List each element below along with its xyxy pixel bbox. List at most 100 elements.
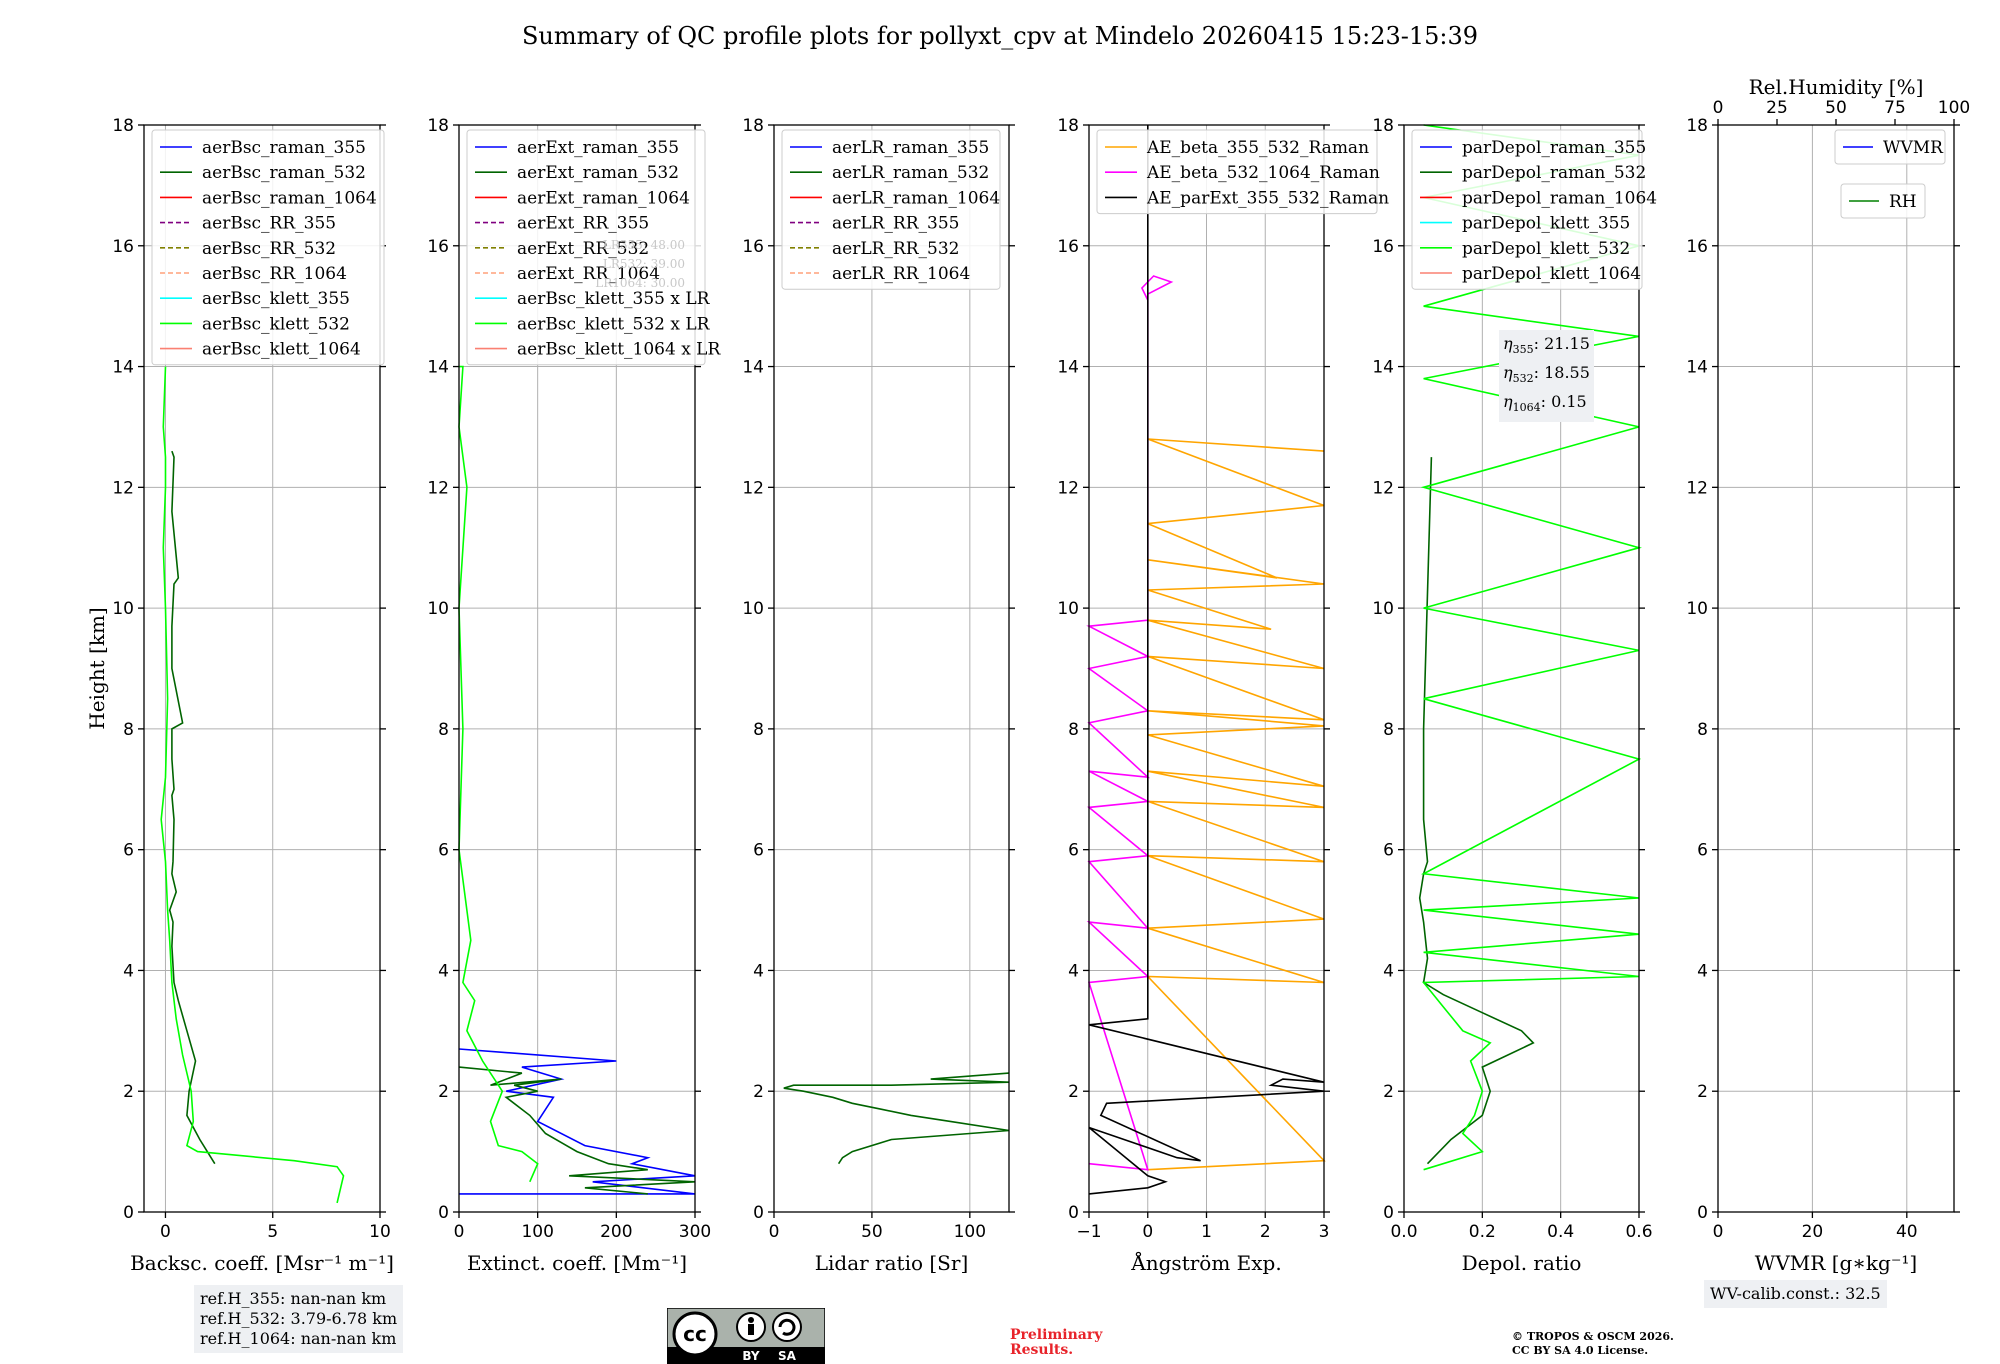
legend-box [1411,129,1643,290]
y-tick-label: 6 [753,841,764,861]
series-aerLR_raman_532 [783,1072,1010,1165]
legend-label: aerBsc_klett_1064 [202,340,361,360]
x-tick-label: 0 [160,1222,171,1242]
legend-box [151,129,385,366]
eta-1064: η1064: 0.15 [1503,392,1587,415]
legend-label: parDepol_raman_355 [1462,138,1646,158]
series-aerBsc_klett_532 x LR [458,365,539,1183]
y-tick-label: 6 [438,841,449,861]
series-aerBsc_raman_532 [168,450,216,1165]
y-tick-label: 0 [1068,1203,1079,1223]
x-tick-label: 20 [1802,1222,1824,1242]
y-tick-label: 10 [1372,599,1394,619]
copyright-note: © TROPOS & OSCM 2026. CC BY SA 4.0 Licen… [1512,1330,1674,1357]
legend-label: aerBsc_klett_355 [202,289,350,309]
y-tick-label: 8 [1697,720,1708,740]
legend-label: aerBsc_RR_1064 [202,264,347,284]
y-tick-label: 16 [1686,237,1708,257]
legend-label: parDepol_klett_355 [1462,214,1630,234]
x-tick-label: 0 [454,1222,465,1242]
y-tick-label: 8 [123,720,134,740]
y-tick-label: 6 [123,841,134,861]
series-AE_parExt_355_532_Raman [1088,125,1325,1195]
legend-label: aerBsc_raman_532 [202,163,366,183]
panel-2: 0 2 4 6 8 10 12 14 16 18 0 100 200 300 Extinct. coeff.… [427,116,721,1275]
legend-label: aerBsc_klett_532 x LR [517,314,711,334]
y-tick-label: 16 [112,237,134,257]
legend-label: aerExt_raman_532 [517,163,679,183]
y-tick-label: 10 [1686,599,1708,619]
x-tick-label: 0.0 [1390,1222,1417,1242]
wv-calib-const: WV-calib.const.: 32.5 [1710,1284,1881,1303]
x-tick-label: 0.6 [1625,1222,1652,1242]
y-tick-label: 8 [1068,720,1079,740]
x-tick-label: 0 [1142,1222,1153,1242]
y-tick-label: 18 [1057,116,1079,136]
y-tick-label: 2 [753,1082,764,1102]
legend-label: aerBsc_RR_355 [202,214,336,234]
y-tick-label: 12 [742,478,764,498]
legend-label: aerLR_raman_1064 [832,188,1000,208]
legend-label: RH [1889,192,1917,212]
share-alike-icon [772,1312,802,1342]
y-tick-label: 14 [112,358,134,378]
legend-label: aerBsc_klett_532 [202,314,350,334]
y-tick-label: 16 [742,237,764,257]
y-tick-label: 2 [123,1082,134,1102]
ref-height-1064: ref.H_1064: nan-nan km [200,1329,397,1348]
y-tick-label: 0 [1697,1203,1708,1223]
y-tick-label: 18 [742,116,764,136]
x-tick-label: 2 [1260,1222,1271,1242]
x-tick-label: 0 [769,1222,780,1242]
legend-label: parDepol_raman_1064 [1462,188,1657,208]
legend-box [781,129,1001,290]
legend-label: aerLR_raman_355 [832,138,989,158]
y-tick-label: 14 [1686,358,1708,378]
y-tick-label: 4 [1383,961,1394,981]
axes-frame [1717,124,1955,1213]
y-tick-label: 2 [438,1082,449,1102]
legend-label: WVMR [1883,138,1944,158]
legend-box [1096,129,1378,215]
top-tick-label: 25 [1766,98,1788,118]
legend-label: aerBsc_raman_355 [202,138,366,158]
legend-rh [1840,183,1926,219]
y-tick-label: 2 [1697,1082,1708,1102]
legend-label: parDepol_klett_532 [1462,239,1630,259]
x-tick-label: −1 [1076,1222,1101,1242]
x-tick-label: 40 [1896,1222,1918,1242]
y-tick-label: 10 [1057,599,1079,619]
y-tick-label: 4 [438,961,449,981]
eta-355: η355: 21.15 [1503,334,1590,357]
x-tick-label: 200 [600,1222,632,1242]
y-tick-label: 4 [123,961,134,981]
y-tick-label: 18 [1372,116,1394,136]
legend-label: aerLR_raman_532 [832,163,989,183]
y-tick-label: 12 [1057,478,1079,498]
legend-label: aerExt_raman_355 [517,138,679,158]
eta-532: η532: 18.55 [1503,363,1590,386]
x-tick-label: 1 [1201,1222,1212,1242]
series-parDepol_klett_532 [1420,124,1642,1171]
ref-height-532: ref.H_532: 3.79-6.78 km [200,1309,398,1328]
y-tick-label: 14 [427,358,449,378]
panel-1: 0 2 4 6 8 10 12 14 16 18 0 5 10 Backsc. coeff. [Msr⁻¹… [85,116,394,1275]
y-tick-label: 12 [112,478,134,498]
y-tick-label: 6 [1068,841,1079,861]
x-tick-label: 3 [1319,1222,1330,1242]
y-tick-label: 0 [123,1203,134,1223]
y-tick-label: 14 [1372,358,1394,378]
y-tick-label: 12 [1372,478,1394,498]
lr-annotation: LR355: 48.00 [603,238,685,252]
top-tick-label: 75 [1884,98,1906,118]
legend-label: aerBsc_raman_1064 [202,188,377,208]
x-axis-label: Extinct. coeff. [Mm⁻¹] [467,1251,687,1275]
legend-label: aerExt_RR_1064 [517,264,660,284]
x-axis-label: Lidar ratio [Sr] [815,1251,969,1275]
series-aerExt_raman_355 [458,1048,696,1195]
y-tick-label: 0 [1383,1203,1394,1223]
series-aerBsc_klett_532 [160,366,345,1204]
